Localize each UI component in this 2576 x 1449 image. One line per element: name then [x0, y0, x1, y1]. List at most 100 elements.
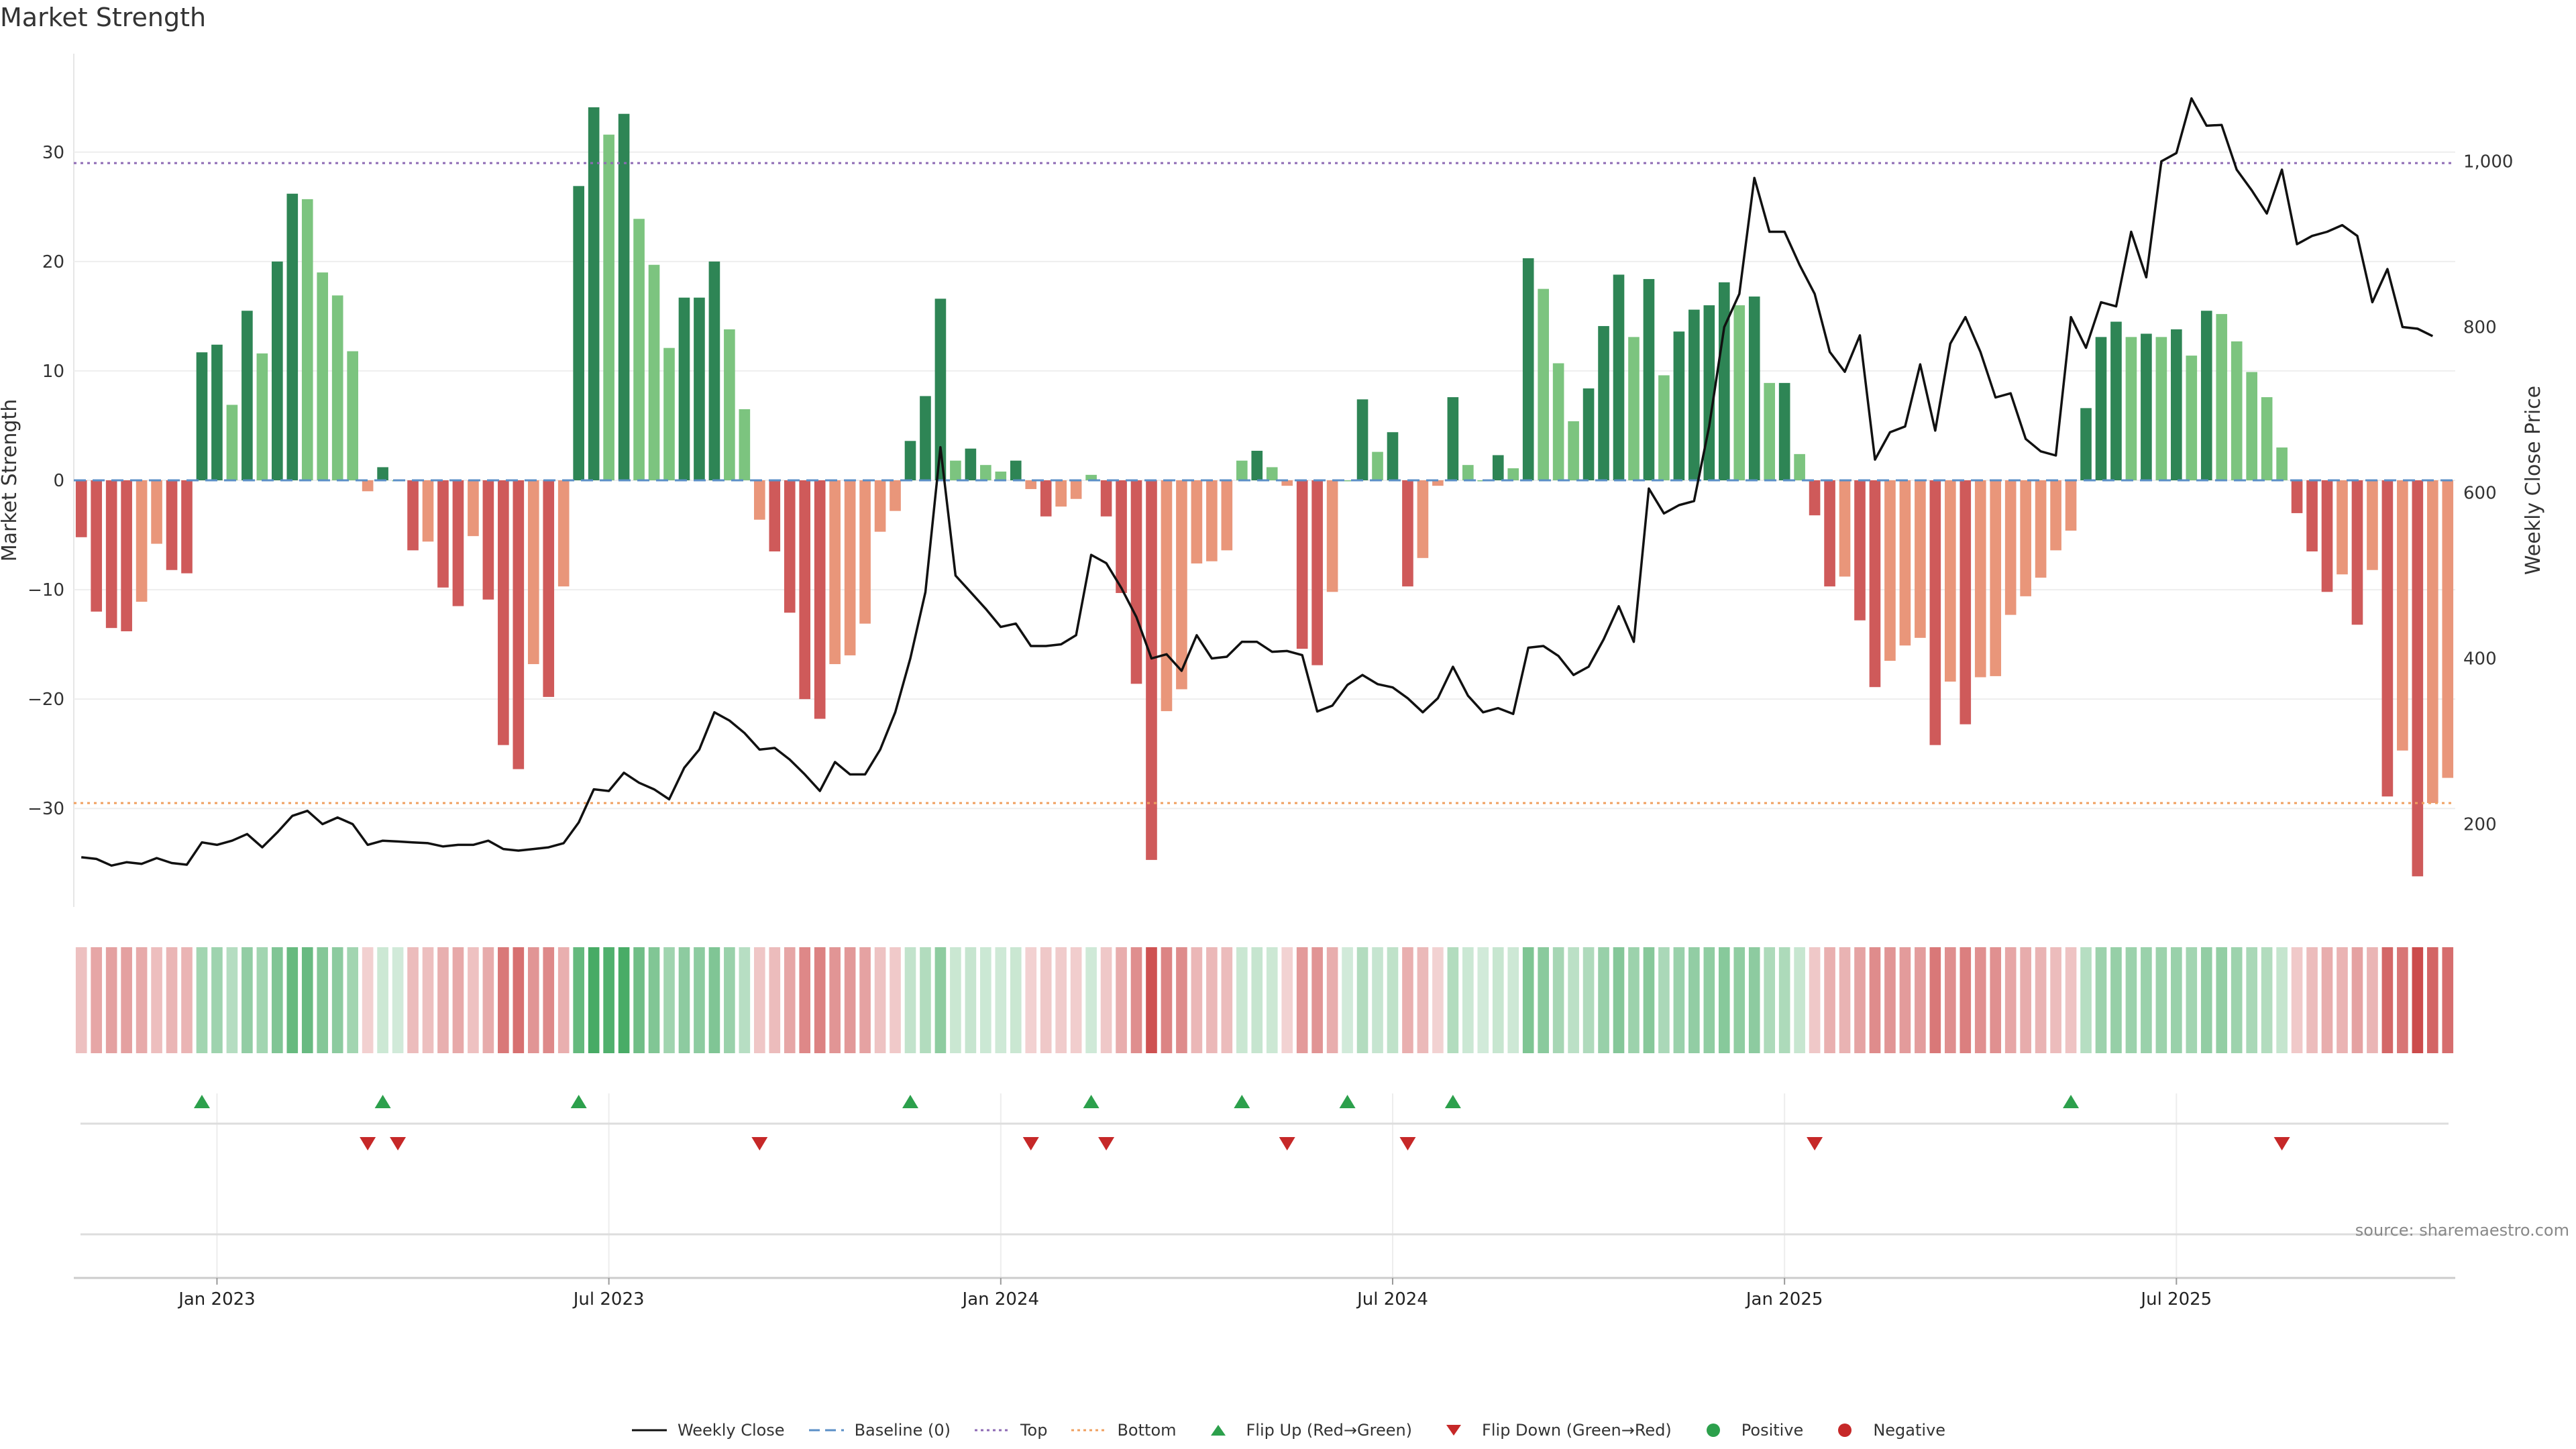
- legend-swatch-icon: [1838, 1424, 1852, 1437]
- strength-bar: [468, 480, 479, 537]
- strength-bar: [331, 295, 343, 480]
- heat-cell: [1748, 947, 1760, 1053]
- legend-label: Positive: [1741, 1421, 1804, 1440]
- strength-bar: [784, 480, 796, 613]
- heat-cell: [1311, 947, 1323, 1053]
- heat-cell: [301, 947, 313, 1053]
- flip-up-marker: [902, 1095, 918, 1108]
- heat-cell: [739, 947, 751, 1053]
- heat-cell: [829, 947, 841, 1053]
- strength-bar: [317, 272, 329, 480]
- strength-bar: [1251, 450, 1263, 480]
- y2-axis-title: Weekly Close Price: [2522, 386, 2545, 575]
- strength-bar: [1130, 480, 1142, 684]
- flip-up-marker: [2063, 1095, 2080, 1108]
- strength-bar: [2080, 408, 2092, 480]
- strength-bar: [920, 396, 931, 480]
- strength-bar: [965, 448, 977, 480]
- flip-up-marker: [1339, 1095, 1356, 1108]
- strength-bar: [874, 480, 886, 532]
- strength-bar: [829, 480, 841, 664]
- strength-bar: [1311, 480, 1323, 665]
- heat-cell: [1100, 947, 1112, 1053]
- strength-bar: [196, 352, 208, 480]
- legend-label: Flip Down (Green→Red): [1482, 1421, 1672, 1440]
- strength-bar: [1447, 397, 1459, 480]
- heat-cell: [2080, 947, 2092, 1053]
- strength-bar: [1055, 480, 1067, 507]
- heat-cell: [1824, 947, 1835, 1053]
- strength-bar: [1266, 467, 1278, 480]
- heat-cell: [1869, 947, 1881, 1053]
- strength-bar: [498, 480, 509, 745]
- strength-bar: [1040, 480, 1052, 517]
- x-tick-label: Jan 2025: [1745, 1289, 1823, 1309]
- flip-down-marker: [751, 1137, 768, 1150]
- heat-cell: [1628, 947, 1640, 1053]
- heat-cell: [91, 947, 103, 1053]
- legend-item: Flip Up (Red→Green): [1199, 1421, 1412, 1440]
- strength-bar: [1281, 480, 1293, 486]
- legend: Weekly Close Baseline (0) Top Bottom Flip Up…: [0, 1421, 2576, 1440]
- strength-bar: [739, 409, 751, 480]
- strength-bar: [151, 480, 162, 544]
- legend-item: Bottom: [1070, 1421, 1177, 1440]
- strength-bar: [1643, 278, 1655, 480]
- strength-bar: [648, 264, 660, 480]
- heat-cell: [1281, 947, 1293, 1053]
- x-tick-label: Jan 2023: [177, 1289, 256, 1309]
- flip-down-marker: [1807, 1137, 1823, 1150]
- strength-bar: [995, 471, 1007, 480]
- heat-cell: [2381, 947, 2394, 1053]
- heat-cell: [362, 947, 374, 1053]
- heat-cell: [136, 947, 148, 1053]
- x-tick-label: Jan 2024: [961, 1289, 1040, 1309]
- heat-cell: [874, 947, 886, 1053]
- strength-bar: [1929, 480, 1941, 745]
- heat-cell: [1673, 947, 1685, 1053]
- strength-bar: [407, 480, 419, 551]
- strength-bar: [1522, 258, 1534, 480]
- heat-cell: [1236, 947, 1248, 1053]
- strength-bar: [2351, 480, 2363, 625]
- heat-cell: [1146, 947, 1157, 1053]
- heat-cell: [2035, 947, 2047, 1053]
- strength-bar: [136, 480, 148, 602]
- flip-down-marker: [1098, 1137, 1115, 1150]
- legend-label: Top: [1020, 1421, 1048, 1440]
- heat-cell: [1582, 947, 1595, 1053]
- heat-cell: [1221, 947, 1233, 1053]
- heat-cell: [980, 947, 991, 1053]
- heat-cell: [995, 947, 1007, 1053]
- heat-cell: [920, 947, 931, 1053]
- strength-bar: [1733, 305, 1746, 480]
- heat-cell: [2442, 947, 2454, 1053]
- strength-bar: [844, 480, 856, 655]
- heat-cell: [181, 947, 193, 1053]
- heat-cell: [603, 947, 614, 1053]
- heat-cell: [452, 947, 464, 1053]
- strength-bar: [1552, 363, 1564, 480]
- heat-cell: [2306, 947, 2318, 1053]
- legend-item: Weekly Close: [631, 1421, 785, 1440]
- heat-cell: [1733, 947, 1746, 1053]
- strength-bar: [890, 480, 901, 511]
- strength-bar: [1582, 388, 1595, 480]
- strength-bar: [347, 351, 358, 480]
- flip-down-marker: [1022, 1137, 1039, 1150]
- strength-bar: [1809, 480, 1821, 516]
- heat-cell: [286, 947, 299, 1053]
- legend-swatch-icon: [1446, 1425, 1462, 1436]
- heat-cell: [1191, 947, 1203, 1053]
- heat-cell: [347, 947, 358, 1053]
- heat-cell: [226, 947, 238, 1053]
- strength-bar: [1176, 480, 1187, 690]
- strength-bar: [678, 297, 690, 480]
- legend-swatch-icon: [631, 1429, 667, 1432]
- strength-bar: [2367, 480, 2378, 570]
- strength-bar: [256, 353, 268, 480]
- strength-bar: [301, 199, 313, 480]
- heat-cell: [2171, 947, 2182, 1053]
- heat-cell: [678, 947, 690, 1053]
- heat-cell: [588, 947, 600, 1053]
